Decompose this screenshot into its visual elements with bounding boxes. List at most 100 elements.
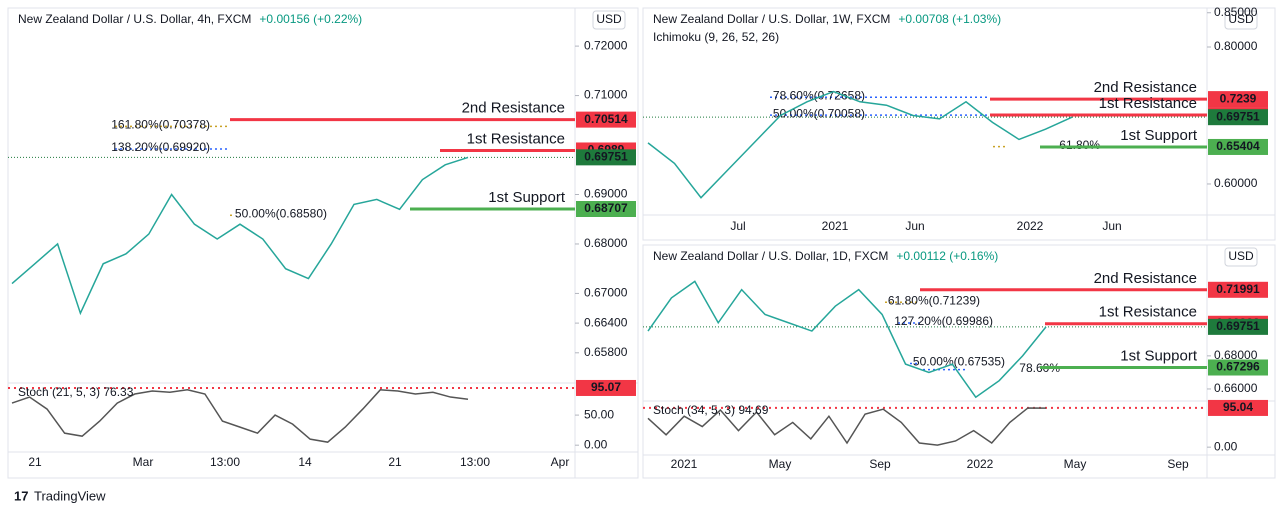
last-price-box xyxy=(1208,318,1268,335)
x-tick-label: 21 xyxy=(388,455,402,469)
currency-box xyxy=(592,10,626,30)
level-name: 1st Support xyxy=(488,189,566,206)
stoch-level-value: 95.04 xyxy=(1223,400,1253,414)
stoch-label: Stoch (21, 5, 3) 76.33 xyxy=(18,385,134,399)
x-tick-label: Sep xyxy=(869,457,891,471)
fib-label: 127.20%(0.69986) xyxy=(894,314,993,328)
fib-label: 78.60% xyxy=(1019,361,1060,375)
stoch-level-box xyxy=(1208,399,1268,416)
x-tick-label: May xyxy=(1064,457,1087,471)
y-tick-label: 0.66400 xyxy=(584,315,628,329)
level-name: 1st Resistance xyxy=(467,130,565,147)
level-name: 2nd Resistance xyxy=(1094,79,1197,96)
x-tick-label: 13:00 xyxy=(210,455,240,469)
x-tick-label: Jul xyxy=(730,219,745,233)
level-name: 1st Support xyxy=(1120,347,1198,364)
level-box xyxy=(576,200,636,217)
y-tick-label: 0.68000 xyxy=(1214,348,1258,362)
fib-label: 161.80%(0.70378) xyxy=(111,118,210,132)
last-price-box xyxy=(576,149,636,166)
level-value: 0.68707 xyxy=(584,201,628,215)
price-line xyxy=(647,280,1047,399)
y-tick-label: 0.69000 xyxy=(584,187,628,201)
y-tick-label: 0.67000 xyxy=(584,286,628,300)
fib-label: 61.80% xyxy=(1059,138,1100,152)
y-tick-label: 0.00 xyxy=(1214,439,1238,453)
currency: USD xyxy=(1228,12,1254,26)
level-value: 0.70514 xyxy=(584,112,628,126)
currency: USD xyxy=(1228,249,1254,263)
stoch-level-box xyxy=(576,379,636,396)
chart-title: New Zealand Dollar / U.S. Dollar, 4h, FX… xyxy=(18,12,251,26)
stoch-level-value: 95.07 xyxy=(591,380,621,394)
x-tick-label: 13:00 xyxy=(460,455,490,469)
y-tick-label: 0.72000 xyxy=(584,38,628,52)
chart-header: New Zealand Dollar / U.S. Dollar, 1W, FX… xyxy=(653,12,1001,26)
y-tick-label: 0.71000 xyxy=(584,88,628,102)
stoch-line xyxy=(647,407,1047,446)
x-tick-label: May xyxy=(769,457,792,471)
chart-header: New Zealand Dollar / U.S. Dollar, 1D, FX… xyxy=(653,249,998,263)
level-value: 0.7239 xyxy=(1220,91,1257,105)
price-change: +0.00156 (+0.22%) xyxy=(259,12,362,26)
y-tick-label: 0.85000 xyxy=(1214,5,1258,19)
x-tick-label: 2021 xyxy=(822,219,849,233)
price-line xyxy=(647,90,1073,199)
level-box xyxy=(1208,91,1268,108)
y-tick-label: 0.80000 xyxy=(1214,39,1258,53)
x-tick-label: Sep xyxy=(1167,457,1189,471)
level-value: 0.71991 xyxy=(1216,282,1260,296)
panel xyxy=(642,7,1276,241)
currency: USD xyxy=(596,12,622,26)
y-tick-label: 0.66000 xyxy=(1214,381,1258,395)
y-tick-label: 0.60000 xyxy=(1214,176,1258,190)
level-value: 0.67296 xyxy=(1216,360,1260,374)
chart-title: New Zealand Dollar / U.S. Dollar, 1W, FX… xyxy=(653,12,890,26)
fib-label: 78.60%(0.72658) xyxy=(773,88,865,102)
y-tick-label: 50.00 xyxy=(584,407,614,421)
panel xyxy=(7,7,639,479)
x-tick-label: 14 xyxy=(298,455,312,469)
footer-brand: TradingView xyxy=(34,488,106,503)
currency-box xyxy=(1224,247,1258,267)
x-tick-label: 2022 xyxy=(967,457,994,471)
price-change: +0.00708 (+1.03%) xyxy=(898,12,1001,26)
x-tick-label: Jun xyxy=(1102,219,1121,233)
level-box xyxy=(1208,281,1268,298)
currency-box xyxy=(1224,10,1258,30)
level-name: 1st Resistance xyxy=(1099,304,1197,321)
chart-header: New Zealand Dollar / U.S. Dollar, 4h, FX… xyxy=(18,12,362,26)
level-box xyxy=(1208,359,1268,376)
y-tick-label: 0.68000 xyxy=(584,236,628,250)
x-tick-label: Mar xyxy=(133,455,154,469)
level-value: 0.65404 xyxy=(1216,139,1260,153)
level-name: 1st Support xyxy=(1120,127,1198,144)
y-tick-label: 0.00 xyxy=(584,437,608,451)
stoch-line xyxy=(11,389,469,443)
level-name: 2nd Resistance xyxy=(1094,270,1197,287)
fib-label: 50.00%(0.68580) xyxy=(235,206,327,220)
level-name: 2nd Resistance xyxy=(462,100,565,117)
last-price-box xyxy=(1208,109,1268,126)
x-tick-label: Apr xyxy=(551,455,570,469)
stoch-label: Stoch (34, 5, 3) 94.69 xyxy=(653,403,769,417)
level-box xyxy=(576,111,636,128)
level-name: 1st Resistance xyxy=(1099,95,1197,112)
fib-label: 138.20%(0.69920) xyxy=(111,140,210,154)
fib-label: 50.00%(0.67535) xyxy=(913,355,1005,369)
x-tick-label: Jun xyxy=(905,219,924,233)
price-change: +0.00112 (+0.16%) xyxy=(896,249,998,263)
y-tick-label: 0.65800 xyxy=(584,345,628,359)
logo-mark: 17 xyxy=(14,488,28,503)
x-tick-label: 21 xyxy=(28,455,42,469)
fib-label: 61.80%(0.71239) xyxy=(888,293,980,307)
level-box xyxy=(1208,138,1268,155)
last-price-value: 0.69751 xyxy=(1216,109,1260,123)
x-tick-label: 2022 xyxy=(1017,219,1044,233)
last-price-value: 0.69751 xyxy=(1216,319,1260,333)
fib-label: 50.00%(0.70058) xyxy=(773,106,865,120)
x-tick-label: 2021 xyxy=(671,457,698,471)
indicator-label: Ichimoku (9, 26, 52, 26) xyxy=(653,30,779,44)
last-price-value: 0.69751 xyxy=(584,150,628,164)
